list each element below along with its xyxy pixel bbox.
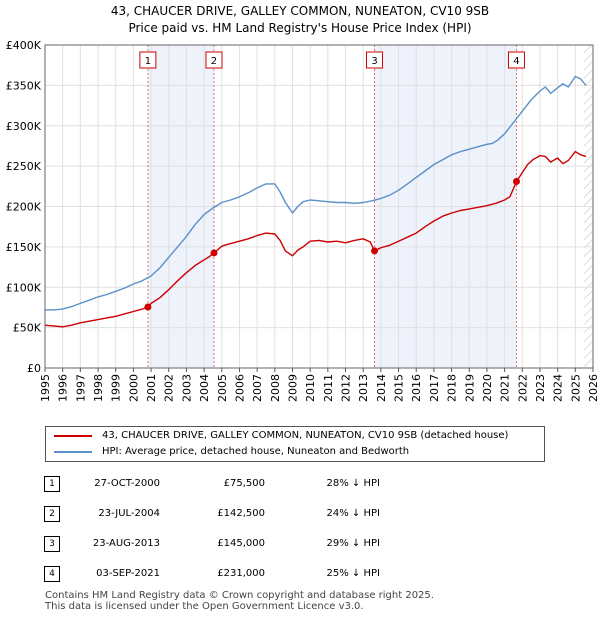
legend-swatch-hpi <box>54 451 92 453</box>
sale-row: 1 27-OCT-2000 £75,500 28% ↓ HPI <box>0 474 600 494</box>
x-tick-label: 2001 <box>145 374 158 402</box>
chart-subtitle: Price paid vs. HM Land Registry's House … <box>128 21 472 35</box>
x-tick-label: 2024 <box>552 374 565 402</box>
sale-date: 23-JUL-2004 <box>98 508 160 519</box>
x-tick-label: 2006 <box>233 374 246 402</box>
x-tick-label: 2018 <box>446 374 459 402</box>
x-tick-label: 2026 <box>587 374 600 402</box>
sale-marker-label: 1 <box>145 56 151 67</box>
sale-price: £142,500 <box>217 508 265 519</box>
hpi-line <box>45 75 587 311</box>
sale-price: £75,500 <box>223 478 265 489</box>
x-tick-label: 2000 <box>127 374 140 402</box>
chart-title: 43, CHAUCER DRIVE, GALLEY COMMON, NUNEAT… <box>110 4 490 18</box>
sale-price: £231,000 <box>217 568 265 579</box>
x-tick-label: 2005 <box>216 374 229 402</box>
y-tick-label: £350K <box>6 79 42 92</box>
sale-date: 23-AUG-2013 <box>92 538 160 549</box>
plot-border <box>44 44 594 369</box>
y-tick-label: £100K <box>6 281 42 294</box>
x-tick-label: 2003 <box>180 374 193 402</box>
legend-swatch-property <box>54 435 92 437</box>
x-tick-label: 2004 <box>198 374 211 402</box>
sale-hpi-diff: 24% ↓ HPI <box>326 508 380 519</box>
sale-hpi-diff: 25% ↓ HPI <box>326 568 380 579</box>
x-tick-label: 2016 <box>410 374 423 402</box>
legend: 43, CHAUCER DRIVE, GALLEY COMMON, NUNEAT… <box>45 426 545 462</box>
sale-price: £145,000 <box>217 538 265 549</box>
y-tick-label: £150K <box>6 241 42 254</box>
x-tick-label: 2025 <box>569 374 582 402</box>
x-tick-label: 2020 <box>481 374 494 402</box>
x-tick-label: 2019 <box>463 374 476 402</box>
x-tick-label: 1996 <box>57 374 70 402</box>
sale-number-badge: 2 <box>44 506 60 522</box>
x-tick-label: 2007 <box>251 374 264 402</box>
price-chart: £0 £50K £100K £150K £200K £250K £300K £350K £400… <box>6 39 600 402</box>
y-tick-label: £300K <box>6 120 42 133</box>
x-tick-label: 2017 <box>428 374 441 402</box>
sale-point <box>144 303 152 311</box>
sale-marker-label: 4 <box>513 56 519 67</box>
y-tick-label: £0 <box>27 362 41 375</box>
sale-row: 4 03-SEP-2021 £231,000 25% ↓ HPI <box>0 564 600 584</box>
x-tick-label: 2021 <box>499 374 512 402</box>
y-tick-label: £250K <box>6 160 42 173</box>
sale-marker-box <box>366 51 384 69</box>
y-tick-label: £200K <box>6 201 42 214</box>
sale-date: 03-SEP-2021 <box>96 568 160 579</box>
sale-point <box>512 177 520 185</box>
sale-hpi-diff: 29% ↓ HPI <box>326 538 380 549</box>
sale-number-badge: 1 <box>44 476 60 492</box>
sale-marker-box <box>205 51 223 69</box>
sale-hpi-diff: 28% ↓ HPI <box>326 478 380 489</box>
x-tick-label: 2013 <box>357 374 370 402</box>
x-tick-label: 2002 <box>163 374 176 402</box>
x-tick-label: 2009 <box>286 374 299 402</box>
legend-label-hpi: HPI: Average price, detached house, Nune… <box>102 446 410 457</box>
y-tick-label: £50K <box>13 322 42 335</box>
sale-date: 27-OCT-2000 <box>94 478 160 489</box>
x-tick-label: 2011 <box>322 374 335 402</box>
x-tick-label: 2014 <box>375 374 388 402</box>
x-tick-label: 2015 <box>393 374 406 402</box>
x-tick-label: 1997 <box>74 374 87 402</box>
x-tick-label: 1999 <box>110 374 123 402</box>
sale-row: 2 23-JUL-2004 £142,500 24% ↓ HPI <box>0 504 600 524</box>
footer-copyright: Contains HM Land Registry data © Crown c… <box>45 590 434 601</box>
chart-title-block: 43, CHAUCER DRIVE, GALLEY COMMON, NUNEAT… <box>0 3 600 37</box>
x-tick-label: 1998 <box>92 374 105 402</box>
sale-number-badge: 4 <box>44 566 60 582</box>
x-tick-label: 2008 <box>269 374 282 402</box>
x-tick-label: 2012 <box>340 374 353 402</box>
y-tick-label: £400K <box>6 39 42 52</box>
footer-licence: This data is licensed under the Open Gov… <box>45 601 364 612</box>
sale-point <box>371 247 379 255</box>
sale-point <box>210 249 218 257</box>
legend-label-property: 43, CHAUCER DRIVE, GALLEY COMMON, NUNEAT… <box>102 430 509 441</box>
sale-marker-label: 2 <box>211 56 217 67</box>
sale-marker-box <box>507 51 525 69</box>
sale-marker-label: 3 <box>371 56 377 67</box>
x-tick-label: 1995 <box>39 374 52 402</box>
sale-number-badge: 3 <box>44 536 60 552</box>
x-tick-label: 2010 <box>304 374 317 402</box>
sale-marker-box <box>139 51 157 69</box>
sale-row: 3 23-AUG-2013 £145,000 29% ↓ HPI <box>0 534 600 554</box>
x-tick-label: 2022 <box>516 374 529 402</box>
footer: Contains HM Land Registry data © Crown c… <box>45 590 434 612</box>
x-tick-label: 2023 <box>534 374 547 402</box>
